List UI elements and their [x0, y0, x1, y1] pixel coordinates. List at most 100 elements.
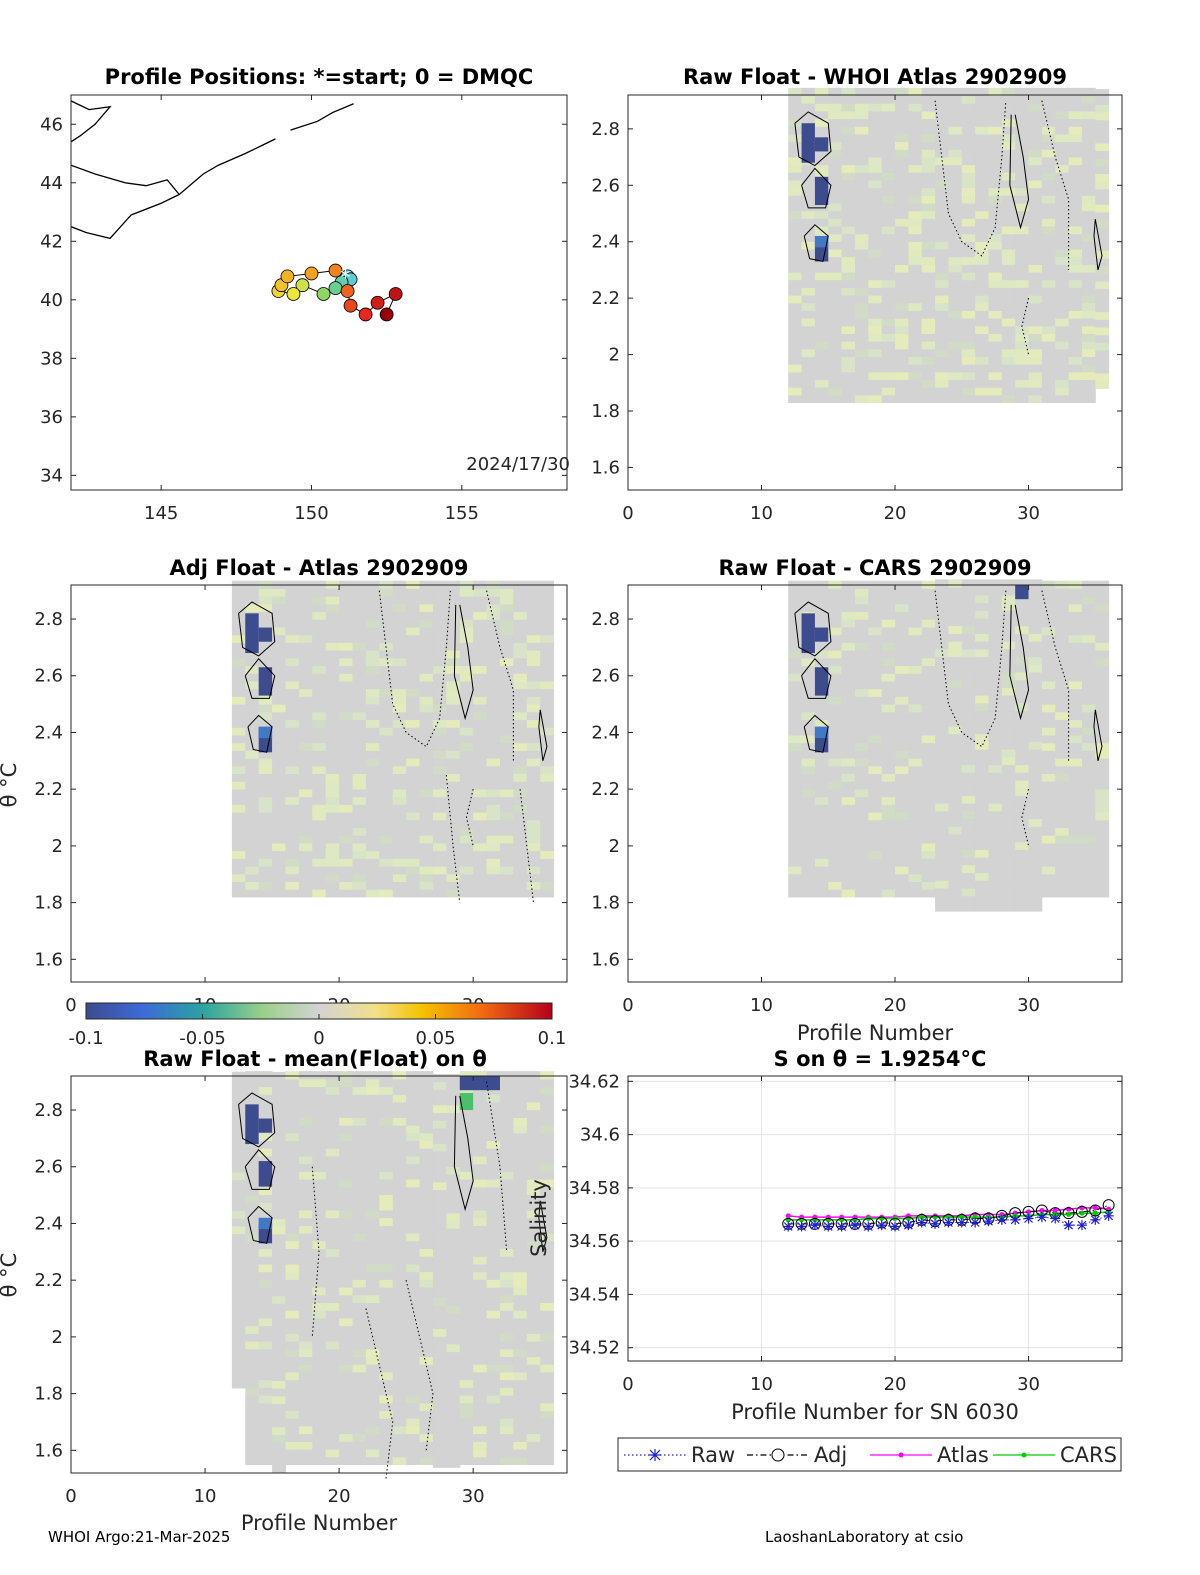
heat-cell — [881, 387, 896, 396]
heat-cell — [339, 1433, 354, 1442]
heat-cell — [788, 650, 803, 659]
heat-cell — [948, 249, 963, 258]
heat-cell — [988, 795, 1003, 804]
ytick-label-5: 34.62 — [568, 1071, 620, 1092]
heat-cell — [868, 842, 883, 852]
heat-cell — [788, 149, 803, 158]
heat-cell — [432, 1359, 447, 1368]
heat-cell — [392, 773, 407, 782]
heat-cell — [486, 619, 501, 628]
heat-cell — [988, 341, 1003, 350]
heat-cell — [801, 804, 816, 813]
heat-cell — [379, 781, 394, 790]
heat-cell — [935, 664, 949, 673]
heat-cell — [459, 835, 474, 844]
heat-cell — [392, 1356, 407, 1365]
heat-cell — [499, 673, 514, 682]
heat-cell — [432, 688, 447, 697]
heat-cell — [432, 1382, 447, 1391]
heat-cell — [285, 711, 300, 721]
heat-cell — [513, 1094, 528, 1103]
heat-cell — [908, 103, 923, 112]
heat-cell — [285, 1202, 300, 1211]
heat-cell — [1081, 804, 1096, 813]
ytick-label-4: 2.4 — [591, 722, 620, 743]
heat-cell — [285, 1171, 300, 1180]
salinity-ylabel: Salinity — [527, 1179, 551, 1257]
heat-cell — [473, 1271, 488, 1280]
heat-cell — [339, 889, 354, 898]
heat-cell — [513, 596, 528, 605]
heat-cell — [285, 1163, 300, 1172]
heat-cell — [1041, 187, 1056, 196]
heat-cell — [245, 1217, 260, 1226]
heat-cell — [499, 1094, 514, 1103]
heat-cell — [814, 881, 829, 890]
heat-cell — [379, 711, 394, 721]
heat-cell — [432, 704, 447, 713]
heat-cell — [540, 634, 555, 643]
heat-cell — [975, 641, 989, 650]
heat-cell — [868, 394, 883, 404]
heat-cell — [486, 1263, 501, 1273]
heat-cell — [406, 1364, 421, 1373]
heat-cell — [352, 673, 367, 682]
heat-cell — [312, 773, 327, 782]
heat-cell — [365, 1449, 380, 1458]
heat-cell — [285, 1441, 300, 1450]
heat-cell — [325, 842, 340, 852]
heat-cell — [975, 210, 989, 219]
heat-cell — [801, 835, 816, 844]
heat-cell — [499, 619, 514, 628]
heat-cell — [446, 1359, 461, 1368]
heat-cell — [379, 596, 394, 605]
heat-cell — [908, 819, 923, 829]
heat-cell — [1081, 727, 1096, 736]
heat-cell — [935, 795, 949, 804]
heat-cell — [1041, 596, 1056, 605]
heat-cell — [419, 850, 434, 859]
heat-cell — [540, 1171, 555, 1180]
heat-cell — [908, 226, 923, 235]
heat-cell — [352, 1294, 367, 1304]
heat-cell — [419, 1132, 434, 1142]
heat-cell — [231, 1287, 246, 1296]
heat-cell — [231, 727, 246, 736]
heat-cell — [526, 650, 541, 659]
heat-cell — [419, 827, 434, 836]
profile-point-16 — [388, 287, 403, 301]
heat-cell — [921, 226, 936, 235]
heat-cell — [881, 218, 896, 227]
heat-cell — [432, 1413, 447, 1422]
heat-cell — [854, 866, 869, 875]
heat-cell — [459, 1155, 474, 1165]
heat-cell — [1081, 356, 1096, 365]
heat-cell — [499, 1155, 514, 1165]
heat-cell — [486, 835, 501, 844]
heat-cell — [499, 1371, 514, 1381]
heat-cell — [432, 1151, 447, 1160]
heat-cell — [459, 1125, 474, 1134]
heat-cell — [814, 318, 829, 327]
heat-cell — [801, 650, 816, 659]
heat-cell — [312, 812, 327, 821]
heat-cell — [788, 642, 803, 651]
heat-cell — [258, 1078, 273, 1088]
heat-cell — [1001, 279, 1016, 288]
heat-cell — [1068, 348, 1083, 357]
heat-cell — [245, 804, 260, 813]
heat-cell — [285, 1233, 300, 1242]
heat-cell — [298, 1287, 313, 1296]
heat-cell — [828, 773, 843, 782]
heat-cell — [312, 1101, 327, 1111]
heat-cell — [486, 1202, 501, 1211]
heat-cell — [432, 1251, 447, 1260]
heat-cell — [854, 711, 869, 721]
heat-cell — [365, 1148, 380, 1157]
heat-cell — [788, 827, 803, 836]
heat-cell — [935, 787, 949, 796]
heat-cell — [868, 642, 883, 651]
heat-cell — [540, 758, 555, 767]
dotted-contour-2 — [1021, 789, 1030, 847]
heat-cell — [231, 750, 246, 759]
